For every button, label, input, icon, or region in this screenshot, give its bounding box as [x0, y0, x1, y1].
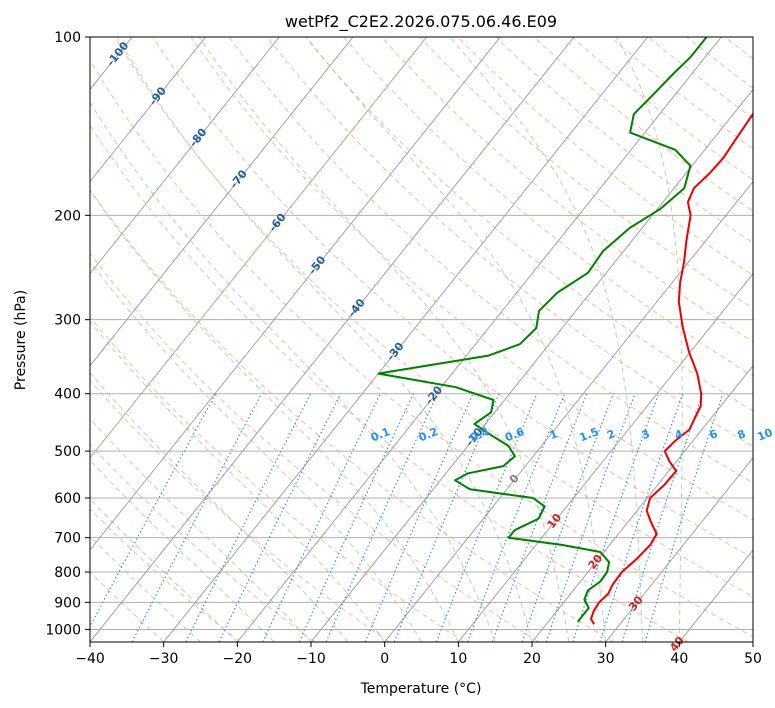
y-tick-label: 500: [54, 444, 81, 460]
isotherm-line: [605, 457, 753, 642]
dry-adiabat: [190, 37, 753, 521]
moist-adiabat: [90, 535, 201, 642]
dry-adiabat: [381, 37, 753, 343]
x-tick-label: −30: [149, 651, 179, 667]
isotherm-line: [90, 37, 354, 367]
mixing-ratio-line: [644, 393, 724, 642]
dry-adiabat: [266, 37, 753, 448]
dry-adiabat: [114, 37, 753, 598]
mixing-ratio-label: 1: [548, 427, 560, 442]
y-tick-label: 400: [54, 387, 81, 403]
isotherm-line: [90, 37, 280, 275]
moist-adiabat: [90, 101, 496, 642]
x-tick-label: 30: [597, 651, 615, 667]
moist-adiabat: [305, 37, 607, 642]
isotherm-line: [531, 365, 753, 642]
y-tick-label: 300: [54, 313, 81, 329]
plot-frame: [89, 36, 754, 643]
dry-adiabat: [152, 37, 753, 559]
moist-adiabat: [615, 37, 683, 642]
mixing-ratio-line: [621, 393, 704, 642]
dry-adiabat: [90, 124, 689, 642]
mixing-ratio-label: 3: [640, 427, 652, 442]
dry-adiabat: [419, 37, 753, 309]
mixing-ratio-line: [466, 393, 566, 642]
mixing-ratio-line: [262, 393, 381, 642]
dry-adiabat: [228, 37, 753, 484]
moist-adiabat: [90, 459, 275, 642]
mixing-ratio-line: [364, 393, 474, 642]
y-tick-label: 1000: [45, 622, 81, 638]
mixing-ratio-line: [393, 393, 500, 642]
dry-adiabat: [343, 37, 753, 377]
dry-adiabat: [90, 316, 465, 642]
mixing-ratio-label: 10: [755, 426, 774, 444]
x-tick-label: −10: [296, 651, 326, 667]
mixing-ratio-line: [298, 393, 414, 642]
x-axis-title: Temperature (°C): [360, 681, 482, 697]
moist-adiabat: [90, 571, 165, 642]
x-tick-label: 0: [380, 651, 389, 667]
mixing-ratio-line: [435, 393, 538, 642]
mixing-ratio-line: [521, 393, 615, 642]
y-axis-title: Pressure (hPa): [13, 290, 29, 390]
plot-area: [90, 37, 753, 642]
y-tick-label: 600: [54, 491, 81, 507]
isotherm-line: [90, 37, 501, 551]
isotherm-line: [90, 37, 207, 183]
moist-adiabat: [90, 320, 386, 642]
chart-title: wetPf2_C2E2.2026.075.06.46.E09: [285, 12, 557, 32]
mixing-ratio-label: 8: [736, 427, 748, 442]
x-tick-label: −40: [75, 651, 105, 667]
dewpoint-profile-line: [377, 37, 708, 623]
isotherm-line: [384, 180, 753, 642]
reference-isotherm-line: [90, 37, 428, 460]
moist-adiabat: [449, 37, 643, 642]
y-tick-label: 800: [54, 565, 81, 581]
mixing-ratio-line: [131, 393, 263, 642]
x-tick-label: 50: [744, 651, 762, 667]
x-tick-label: 10: [449, 651, 467, 667]
mixing-ratio-lines: [90, 393, 724, 642]
dry-adiabats: [90, 37, 753, 642]
isotherm-line: [163, 37, 649, 642]
x-tick-label: −20: [223, 651, 253, 667]
dry-adiabat: [90, 508, 241, 642]
y-tick-label: 100: [54, 30, 81, 46]
x-tick-label: 20: [523, 651, 541, 667]
moist-adiabat: [90, 261, 422, 642]
dry-adiabat: [305, 37, 753, 412]
moist-adiabat: [90, 417, 312, 642]
moist-adiabat: [90, 498, 238, 642]
skewed-isotherms: [90, 37, 753, 642]
mixing-ratio-label: 2: [605, 427, 617, 442]
temperature-profile-line: [590, 112, 753, 625]
y-tick-label: 900: [54, 595, 81, 611]
moist-adiabats: [90, 37, 683, 642]
dry-adiabat: [90, 59, 753, 638]
isotherm-line: [90, 37, 575, 642]
y-tick-label: 700: [54, 531, 81, 547]
mixing-ratio-line: [90, 393, 217, 628]
x-tick-label: 40: [670, 651, 688, 667]
isotherm-line: [236, 37, 722, 642]
axes: −40 −30 −20 −10 0 10 20 30 40 50 100 200 300 400 500 60…: [45, 30, 762, 667]
isotherm-line: [310, 88, 753, 642]
moist-adiabat: [90, 189, 459, 642]
dry-adiabat: [495, 37, 753, 244]
sounding-profiles: [377, 37, 753, 625]
y-tick-label: 200: [54, 208, 81, 224]
moist-adiabat: [198, 37, 570, 642]
mixing-ratio-line: [325, 393, 439, 642]
